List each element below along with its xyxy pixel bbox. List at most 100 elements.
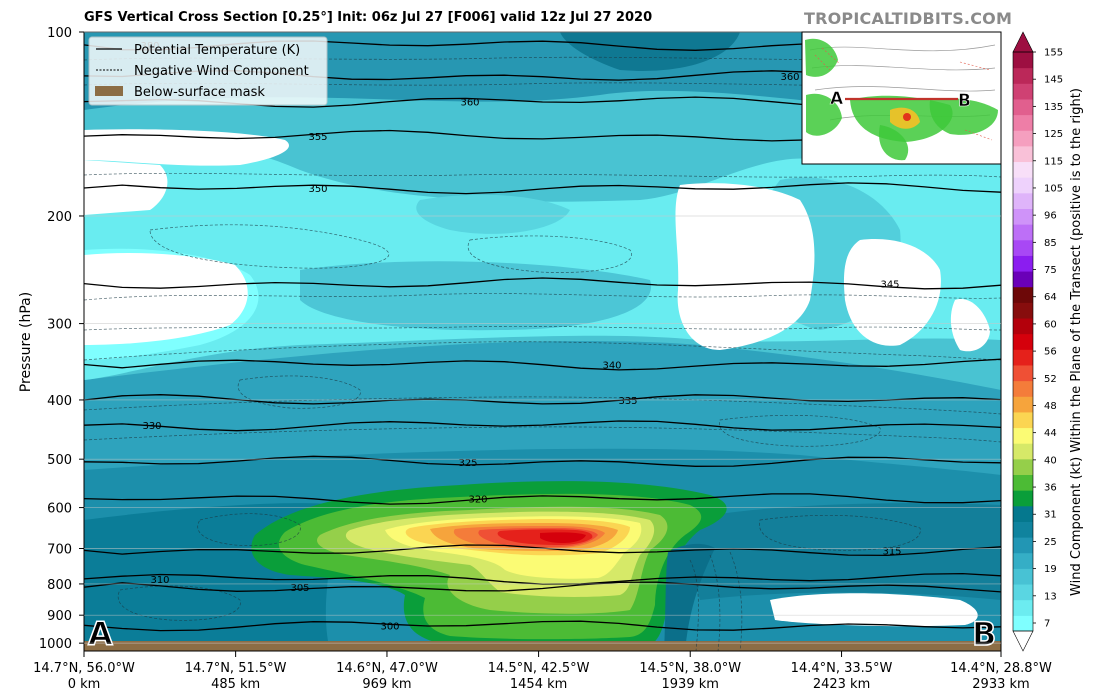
x-tick-latlon: 14.4°N, 33.5°W: [791, 661, 893, 676]
colorbar-segment: [1013, 83, 1033, 100]
colorbar-segment: [1013, 552, 1033, 569]
isentrope-label: 335: [618, 396, 637, 407]
colorbar-segment: [1013, 208, 1033, 225]
colorbar-tick-label: 145: [1044, 75, 1063, 86]
x-tick-distance: 485 km: [211, 677, 260, 692]
colorbar-segment: [1013, 302, 1033, 319]
isentrope-label: 325: [458, 458, 477, 469]
low-wind-area: [950, 299, 990, 352]
negative-wind-contour: [719, 414, 881, 447]
colorbar-segment: [1013, 114, 1033, 131]
isentrope-330K: [84, 420, 1001, 432]
inset-precip-area: [929, 98, 998, 135]
y-tick-label: 1000: [39, 637, 72, 652]
colorbar-segment: [1013, 396, 1033, 413]
x-tick-latlon: 14.5°N, 42.5°W: [488, 661, 590, 676]
isentrope-label: 300: [380, 621, 399, 632]
colorbar-tick-label: 25: [1044, 537, 1057, 548]
colorbar-tick-label: 115: [1044, 156, 1063, 167]
colorbar-tick-label: 125: [1044, 129, 1063, 140]
colorbar-segment: [1013, 380, 1033, 397]
endpoint-a-label: A: [88, 615, 113, 653]
colorbar-segment: [1013, 474, 1033, 491]
y-tick-label: 500: [47, 453, 72, 468]
x-tick-latlon: 14.7°N, 51.5°W: [185, 661, 287, 676]
colorbar-segment: [1013, 537, 1033, 554]
inset-label-a: A: [830, 89, 844, 109]
legend-patch: [95, 86, 123, 96]
colorbar-segment: [1013, 505, 1033, 522]
y-tick-label: 700: [47, 542, 72, 557]
negative-wind-contour: [84, 396, 1001, 415]
negative-wind-contour: [709, 554, 721, 651]
isentrope-label: 305: [290, 583, 309, 594]
legend-box: [88, 36, 328, 106]
colorbar-segment: [1013, 458, 1033, 476]
isentrope-label: 340: [602, 361, 621, 372]
colorbar-segment: [1013, 411, 1033, 429]
colorbar-tick-label: 13: [1044, 591, 1057, 602]
isentrope-315K: [84, 544, 1001, 557]
x-tick-distance: 1939 km: [662, 677, 719, 692]
isentrope-305K: [84, 581, 1001, 593]
legend-item-label: Potential Temperature (K): [134, 43, 300, 58]
low-wind-area: [843, 239, 941, 346]
colorbar-segment: [1013, 615, 1033, 632]
colorbar-segment: [1013, 145, 1033, 163]
colorbar-tick-label: 105: [1044, 183, 1063, 194]
legend-item-label: Negative Wind Component: [134, 64, 309, 79]
colorbar-segment: [1013, 239, 1033, 256]
colorbar-segment: [1013, 318, 1033, 335]
negative-wind-contour: [84, 293, 1001, 301]
colorbar-segment: [1013, 490, 1033, 507]
inset-dashed-line: [814, 47, 993, 141]
colorbar-tick-label: 155: [1044, 48, 1063, 59]
colorbar-segment: [1013, 224, 1033, 241]
inset-label-b: B: [958, 91, 971, 111]
low-wind-area: [770, 593, 978, 627]
inset-precip-area: [805, 38, 838, 77]
colorbar-segment: [1013, 521, 1033, 538]
y-tick-label: 400: [47, 394, 72, 409]
x-tick-distance: 0 km: [68, 677, 101, 692]
colorbar-label: Wind Component (kt) Within the Plane of …: [1069, 88, 1084, 596]
x-tick-latlon: 14.6°N, 47.0°W: [336, 661, 438, 676]
colorbar-max-extend: [1012, 31, 1034, 53]
y-tick-label: 300: [47, 318, 72, 333]
negative-wind-contour: [237, 375, 361, 409]
low-wind-area: [84, 253, 248, 345]
brand-watermark: TROPICALTIDBITS.COM: [804, 9, 1013, 28]
isentrope-label: 315: [882, 546, 901, 557]
colorbar-tick-label: 7: [1044, 619, 1050, 630]
wind-field-band: [560, 32, 740, 71]
colorbar-tick-label: 40: [1044, 455, 1057, 466]
below-surface-mask: [84, 641, 1001, 651]
colorbar-segment: [1013, 364, 1033, 382]
y-tick-label: 800: [47, 578, 72, 593]
isentrope-340K: [84, 358, 1001, 371]
colorbar-tick-label: 36: [1044, 483, 1057, 494]
negative-wind-contour: [689, 559, 699, 651]
wind-field-band: [300, 261, 652, 331]
low-wind-area: [675, 183, 815, 350]
colorbar-frame: [1012, 51, 1034, 632]
wind-field-band: [664, 543, 715, 651]
isentrope-345K: [84, 277, 1001, 290]
negative-wind-contour: [84, 325, 1001, 331]
x-tick-latlon: 14.7°N, 56.0°W: [33, 661, 135, 676]
colorbar-min-extend: [1012, 630, 1034, 652]
colorbar-segment: [1013, 255, 1033, 272]
colorbar-tick-label: 64: [1044, 292, 1057, 303]
isentrope-label: 345: [880, 280, 899, 291]
legend-item-label: Below-surface mask: [134, 85, 265, 100]
isentrope-335K: [84, 394, 1001, 405]
isentrope-label: 360: [460, 98, 479, 109]
isentrope-300K: [84, 620, 1001, 632]
colorbar-segment: [1013, 52, 1033, 69]
x-tick-latlon: 14.4°N, 28.8°W: [950, 661, 1052, 676]
y-tick-label: 600: [47, 502, 72, 517]
colorbar-segment: [1013, 130, 1033, 147]
colorbar-segment: [1013, 67, 1033, 84]
colorbar-segment: [1013, 286, 1033, 303]
